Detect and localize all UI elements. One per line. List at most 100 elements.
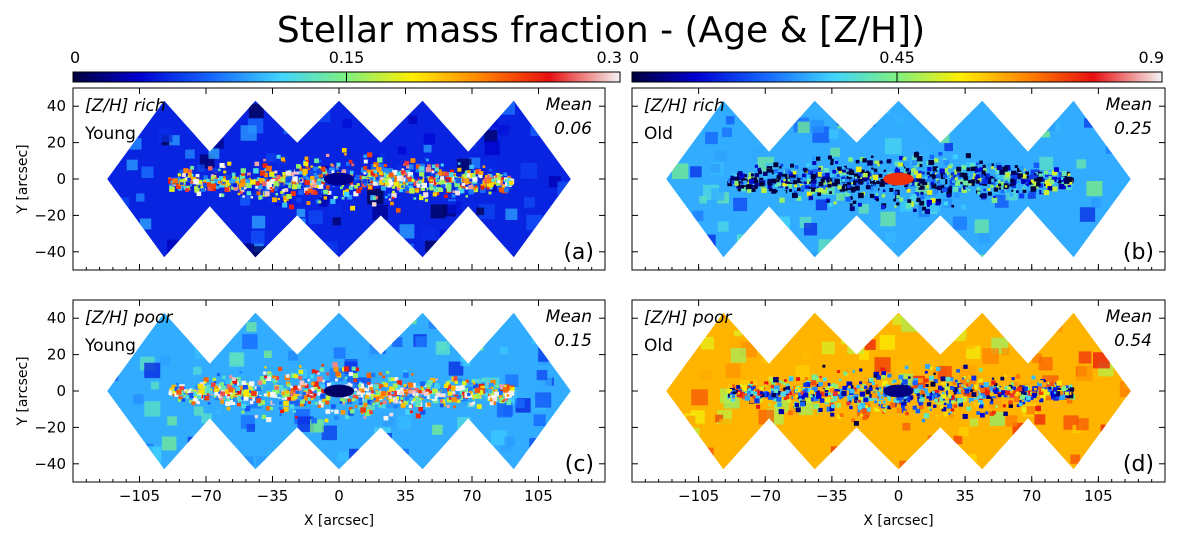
bin: [450, 385, 457, 391]
bin: [1066, 398, 1073, 404]
bin: [435, 174, 439, 179]
bin: [458, 378, 462, 382]
bin: [926, 185, 930, 188]
bin: [977, 178, 982, 182]
bin: [1053, 391, 1057, 394]
bin: [401, 402, 406, 407]
bin: [328, 381, 334, 387]
bin: [266, 376, 272, 382]
bin: [176, 389, 182, 395]
bin: [359, 186, 363, 190]
bin: [1084, 118, 1094, 128]
bin: [830, 147, 840, 157]
bin: [962, 413, 968, 419]
panel-label: (c): [565, 452, 594, 477]
bin: [502, 387, 509, 393]
bin: [261, 414, 267, 420]
bin: [317, 183, 324, 189]
bin: [496, 402, 513, 418]
bin: [940, 179, 946, 184]
bin: [344, 169, 350, 175]
bin: [312, 389, 317, 394]
bin: [298, 177, 302, 181]
bin: [290, 191, 296, 197]
bin: [834, 182, 838, 187]
mean-value: 0.06: [554, 119, 592, 139]
bin: [354, 388, 358, 391]
x-tick-label: 35: [396, 487, 415, 505]
bin: [314, 158, 319, 164]
bin: [318, 200, 322, 204]
bin: [375, 251, 386, 258]
bin: [489, 182, 494, 187]
bin: [925, 176, 931, 182]
bin: [238, 380, 244, 386]
bin: [388, 198, 392, 201]
bin: [977, 169, 981, 173]
bin: [411, 373, 414, 376]
bin: [1050, 122, 1061, 133]
x-tick-label: 105: [1084, 487, 1113, 505]
bin: [1009, 393, 1015, 398]
bin: [329, 170, 335, 175]
bin: [785, 383, 789, 387]
bin: [432, 424, 443, 435]
bin: [252, 397, 257, 402]
colorbar-tick-label: 0.45: [879, 48, 915, 67]
bin: [203, 175, 208, 180]
bin: [249, 188, 255, 194]
bin: [448, 172, 454, 178]
bin: [400, 399, 404, 403]
bin: [214, 396, 219, 401]
bin: [270, 179, 276, 185]
bin: [370, 390, 374, 394]
bin: [731, 180, 736, 184]
bin: [885, 232, 896, 243]
bin: [976, 411, 981, 415]
bin: [204, 179, 208, 182]
bin: [453, 377, 458, 382]
bin: [482, 165, 486, 169]
bin: [920, 185, 925, 190]
bin: [427, 164, 431, 168]
bin: [1010, 189, 1014, 192]
bin: [273, 178, 279, 183]
bin: [282, 175, 287, 179]
bin: [453, 187, 459, 193]
bin: [237, 397, 242, 402]
bin: [309, 395, 313, 399]
bin: [536, 370, 548, 381]
bin: [1011, 118, 1028, 134]
bin: [995, 170, 1000, 175]
bin: [941, 185, 945, 189]
bin: [1021, 179, 1027, 185]
bin: [382, 432, 392, 442]
bin: [810, 119, 825, 133]
bin: [1045, 395, 1052, 401]
bin: [852, 200, 857, 204]
bin: [871, 392, 878, 399]
bin: [887, 397, 891, 401]
bin: [747, 385, 750, 389]
bin: [881, 375, 886, 379]
bin: [692, 210, 704, 222]
bin: [1005, 390, 1011, 396]
bin: [367, 399, 373, 405]
bin: [499, 384, 505, 389]
bin: [169, 135, 180, 146]
bin: [334, 378, 338, 382]
bin: [733, 197, 748, 212]
bin: [835, 170, 839, 174]
bin: [201, 413, 212, 424]
bin: [935, 389, 939, 393]
bin: [875, 193, 879, 196]
bin: [892, 379, 897, 383]
bin: [535, 392, 552, 408]
bin: [372, 205, 389, 220]
bin: [203, 381, 207, 384]
y-tick-label: −40: [34, 243, 66, 261]
bin: [842, 169, 846, 173]
bin: [877, 101, 891, 114]
bin: [297, 385, 301, 389]
colorbar-tick-label: 0.3: [597, 48, 622, 67]
